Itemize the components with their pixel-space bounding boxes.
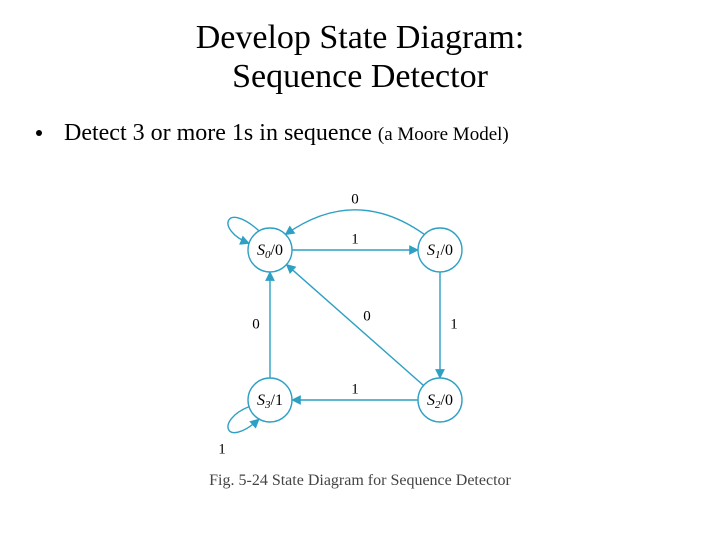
bullet-text: Detect 3 or more 1s in sequence (a Moore… [64, 120, 509, 147]
title-line-2: Sequence Detector [232, 58, 488, 95]
svg-text:1: 1 [351, 381, 359, 397]
svg-text:0: 0 [351, 191, 359, 207]
svg-text:S3/1: S3/1 [257, 392, 283, 411]
svg-text:S1/0: S1/0 [427, 242, 453, 261]
bullet-small-text: (a Moore Model) [378, 124, 509, 145]
bullet-item: Detect 3 or more 1s in sequence (a Moore… [36, 120, 720, 147]
svg-text:S0/0: S0/0 [257, 242, 283, 261]
svg-text:S2/0: S2/0 [427, 392, 453, 411]
state-diagram: 1 0 1 0 1 0 1 S0/0 S1/0 S2/0 S3/1 [180, 190, 520, 475]
svg-text:0: 0 [363, 308, 371, 324]
slide-title: Develop State Diagram: Sequence Detector [0, 0, 720, 96]
svg-text:1: 1 [351, 231, 359, 247]
figure-caption: Fig. 5-24 State Diagram for Sequence Det… [0, 472, 720, 490]
svg-text:0: 0 [252, 316, 260, 332]
bullet-main-text: Detect 3 or more 1s in sequence [64, 120, 378, 146]
svg-text:1: 1 [450, 316, 458, 332]
slide: Develop State Diagram: Sequence Detector… [0, 0, 720, 540]
svg-text:1: 1 [218, 441, 226, 457]
bullet-dot-icon [36, 130, 42, 136]
state-diagram-svg: 1 0 1 0 1 0 1 S0/0 S1/0 S2/0 S3/1 [180, 190, 520, 470]
title-line-1: Develop State Diagram: [196, 19, 525, 56]
